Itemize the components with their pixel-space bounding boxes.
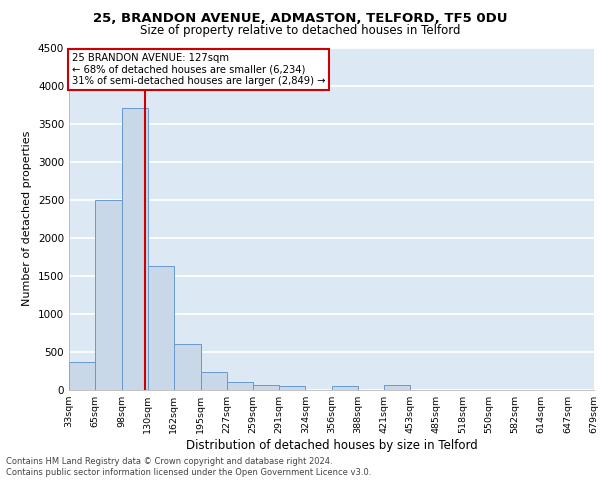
Bar bbox=[148, 266, 174, 390]
Bar bbox=[95, 200, 122, 390]
Bar bbox=[278, 386, 305, 390]
Bar bbox=[331, 386, 358, 390]
Bar bbox=[174, 344, 200, 390]
X-axis label: Distribution of detached houses by size in Telford: Distribution of detached houses by size … bbox=[185, 439, 478, 452]
Text: 25 BRANDON AVENUE: 127sqm
← 68% of detached houses are smaller (6,234)
31% of se: 25 BRANDON AVENUE: 127sqm ← 68% of detac… bbox=[71, 52, 325, 86]
Text: 25, BRANDON AVENUE, ADMASTON, TELFORD, TF5 0DU: 25, BRANDON AVENUE, ADMASTON, TELFORD, T… bbox=[93, 12, 507, 26]
Text: Size of property relative to detached houses in Telford: Size of property relative to detached ho… bbox=[140, 24, 460, 37]
Bar bbox=[385, 386, 410, 390]
Text: Contains HM Land Registry data © Crown copyright and database right 2024.
Contai: Contains HM Land Registry data © Crown c… bbox=[6, 458, 371, 477]
Bar bbox=[253, 386, 278, 390]
Bar bbox=[227, 382, 253, 390]
Bar bbox=[69, 362, 95, 390]
Y-axis label: Number of detached properties: Number of detached properties bbox=[22, 131, 32, 306]
Bar bbox=[200, 372, 227, 390]
Bar bbox=[122, 108, 148, 390]
